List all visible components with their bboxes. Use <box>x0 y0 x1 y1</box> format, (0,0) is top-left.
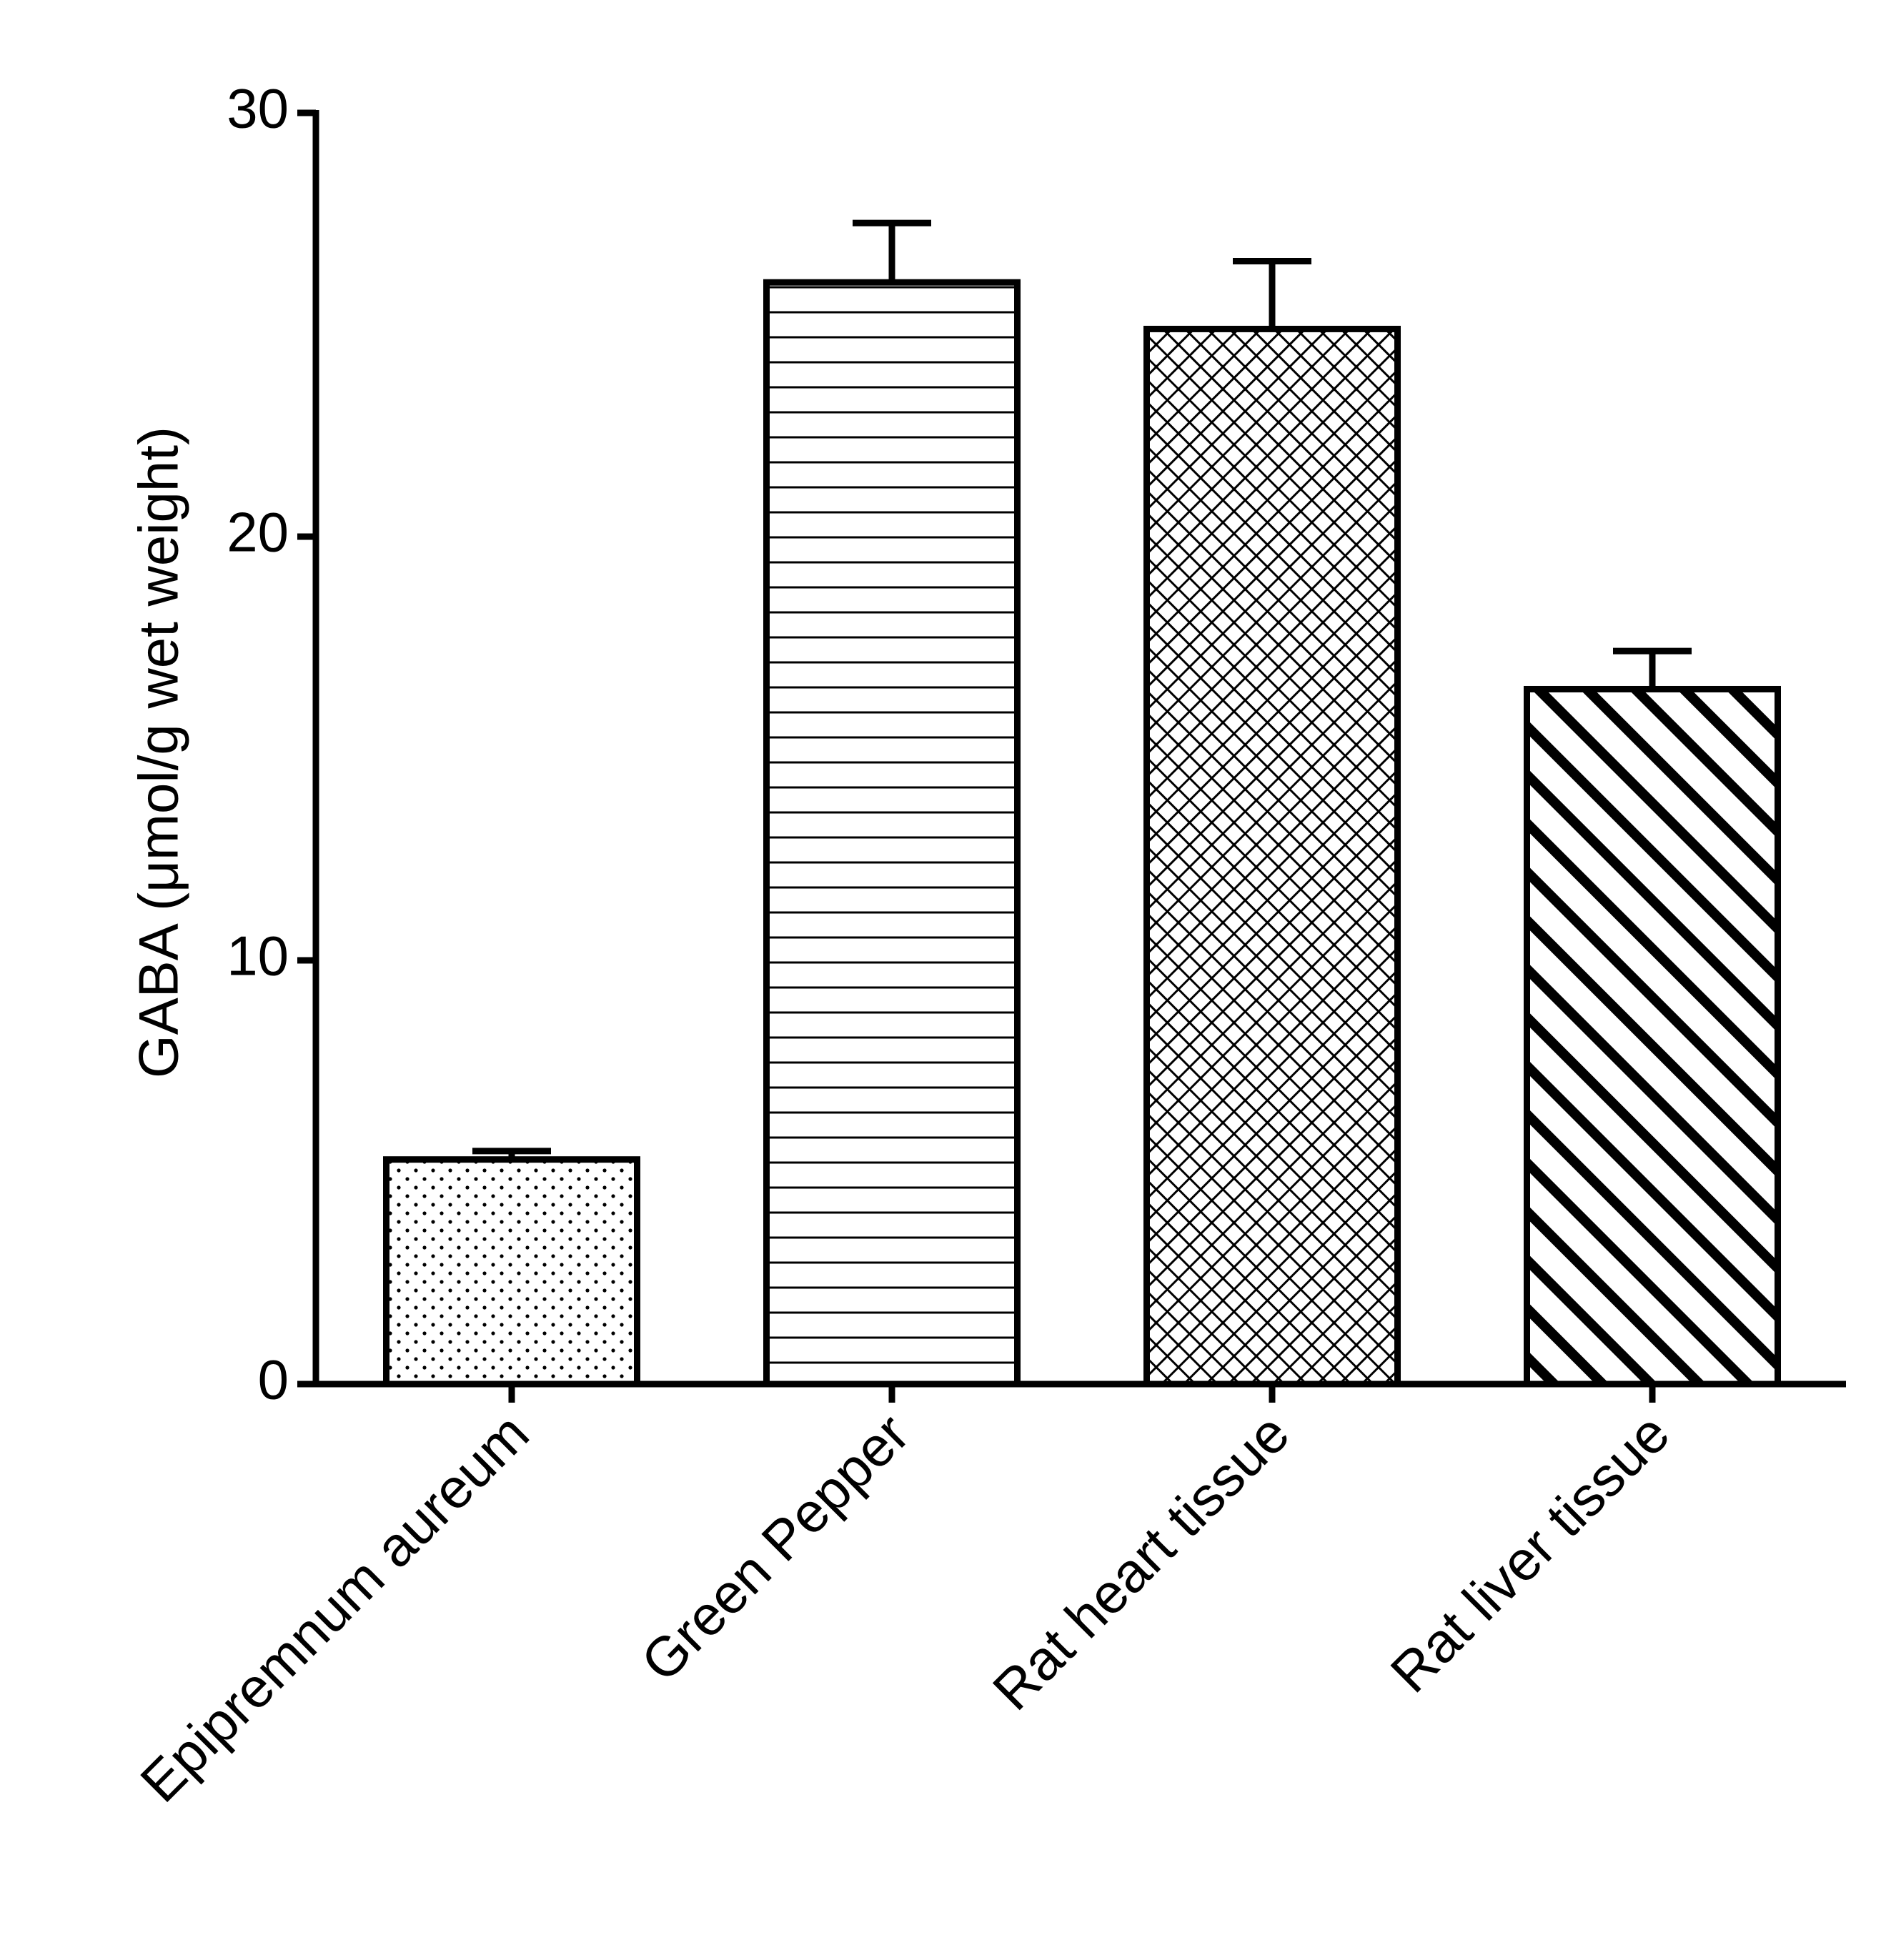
bar <box>1524 685 1781 1388</box>
y-tick-label: 30 <box>227 77 289 140</box>
bar <box>383 1156 640 1388</box>
x-tick-label: Rat heart tissue <box>981 1401 1301 1722</box>
x-tick-label: Rat liver tissue <box>1379 1401 1682 1704</box>
bar <box>1143 325 1401 1388</box>
y-tick-label: 0 <box>258 1348 289 1411</box>
x-tick-label: Green Pepper <box>629 1401 921 1693</box>
y-tick-label: 10 <box>227 925 289 988</box>
bar <box>763 279 1021 1388</box>
y-tick-label: 20 <box>227 501 289 564</box>
y-axis-label: GABA (μmol/g wet weight) <box>127 427 190 1078</box>
x-tick-label: Epipremnum aureum <box>128 1401 540 1814</box>
